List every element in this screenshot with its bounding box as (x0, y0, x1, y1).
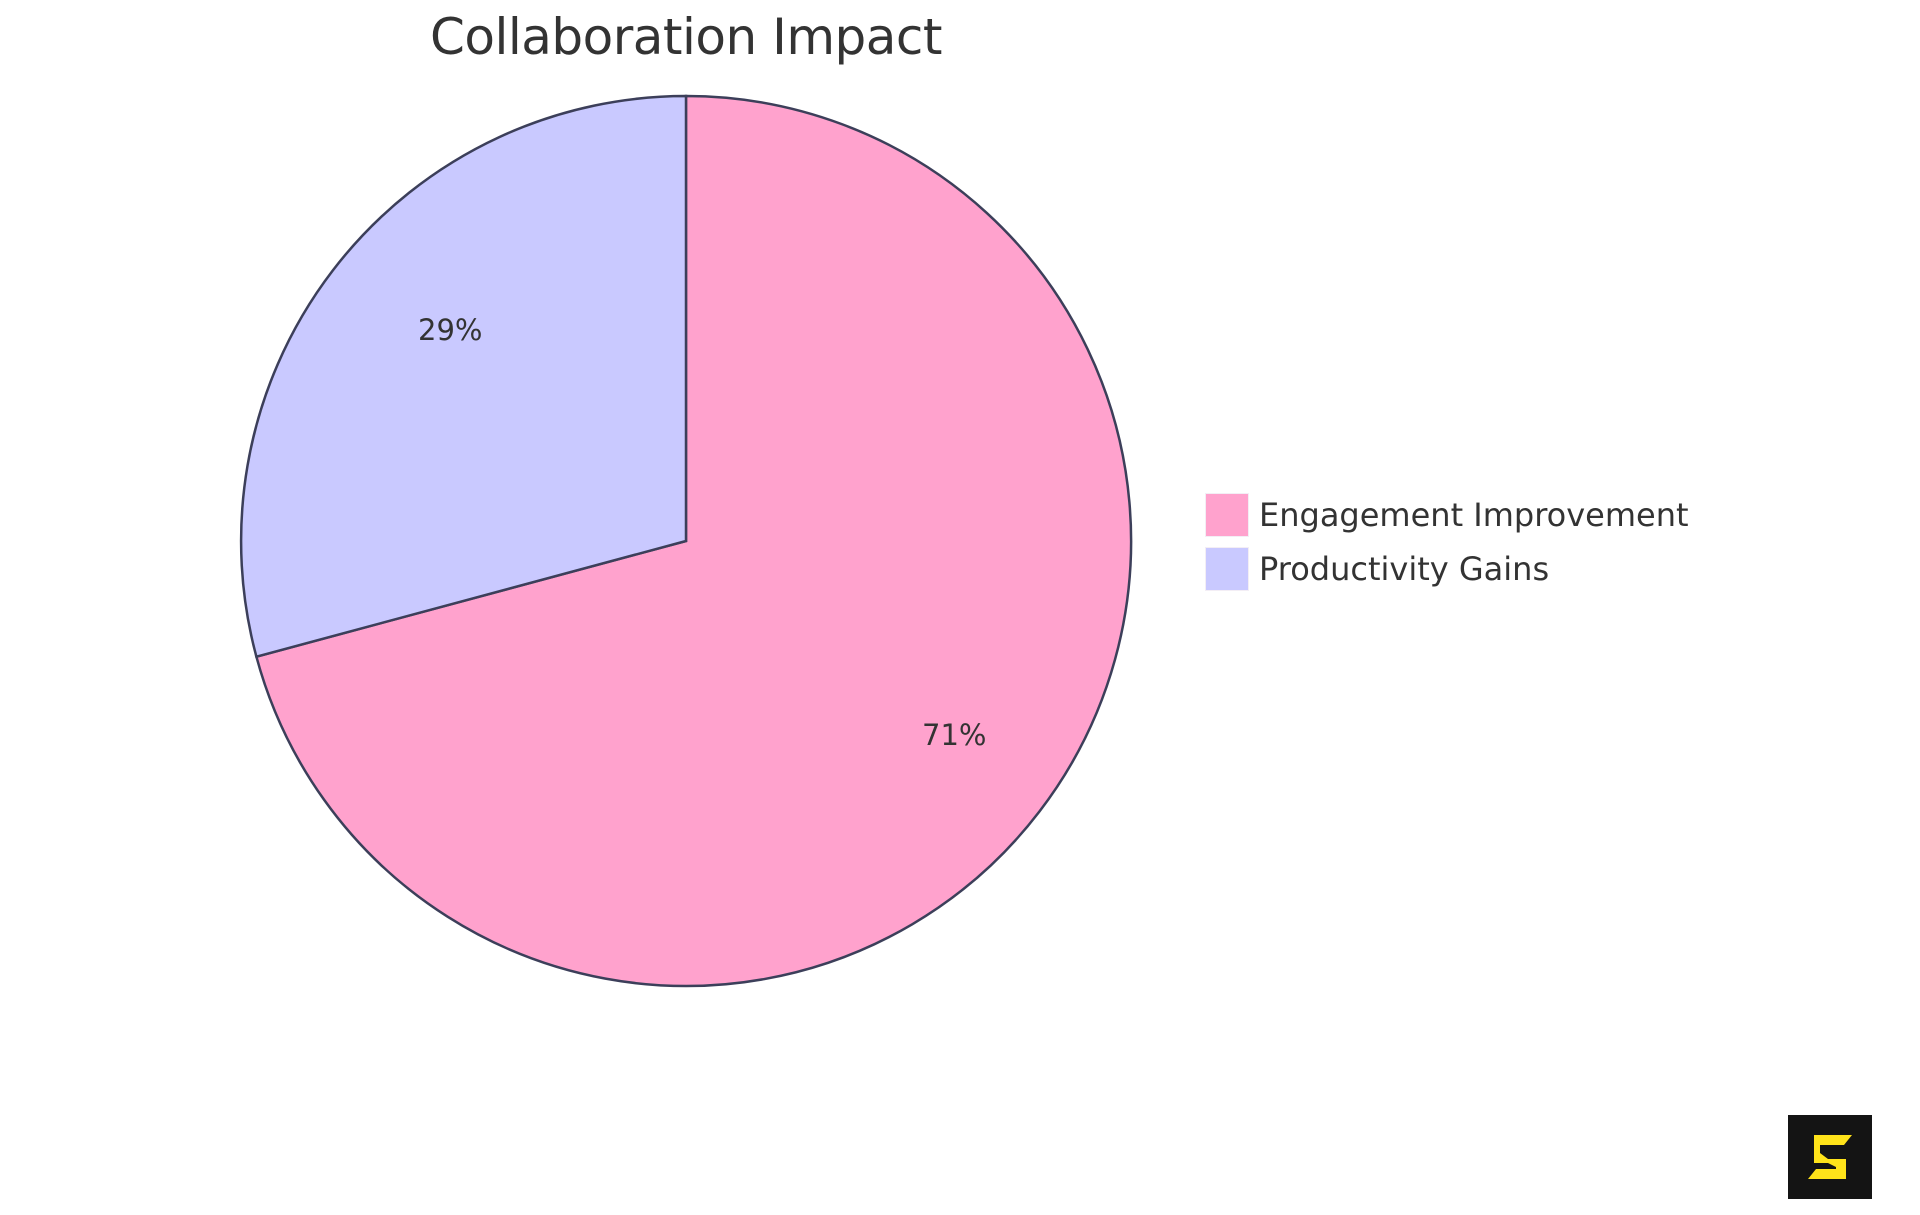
legend-label: Engagement Improvement (1259, 496, 1689, 534)
slice-productivity-gains (239, 94, 688, 659)
legend: Engagement Improvement Productivity Gain… (1205, 488, 1689, 596)
legend-label: Productivity Gains (1259, 550, 1550, 588)
legend-swatch-engagement (1205, 493, 1249, 537)
legend-item-engagement: Engagement Improvement (1205, 488, 1689, 542)
legend-item-productivity: Productivity Gains (1205, 542, 1689, 596)
s-logo-icon (1788, 1115, 1872, 1199)
slice-label-engagement: 71% (922, 718, 986, 752)
slice-label-productivity: 29% (418, 313, 482, 347)
chart-title: Collaboration Impact (429, 8, 943, 66)
legend-swatch-productivity (1205, 547, 1249, 591)
slice-engagement-improvement (254, 94, 1133, 988)
